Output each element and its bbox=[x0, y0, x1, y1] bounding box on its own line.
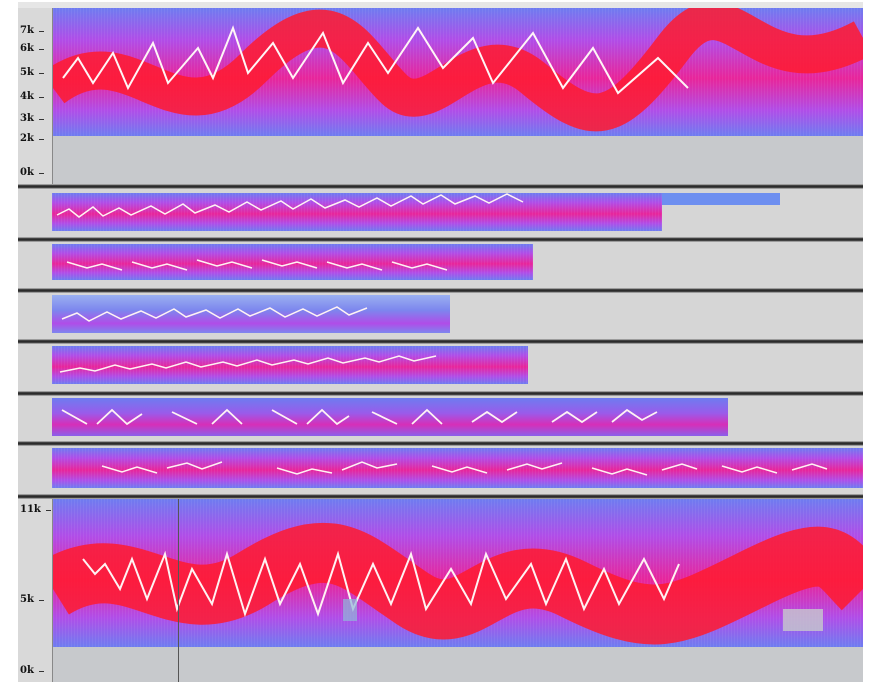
spectrogram-image bbox=[53, 499, 863, 647]
spectrogram-track-6[interactable] bbox=[18, 396, 863, 441]
spectrogram-track-2[interactable] bbox=[18, 189, 863, 237]
axis-tick-label: 11k bbox=[20, 505, 41, 515]
spectrogram-image-tail bbox=[662, 193, 780, 205]
spectrogram-image bbox=[52, 295, 450, 333]
spectrogram-track-5[interactable] bbox=[18, 344, 863, 391]
axis-tick-label: 5k bbox=[20, 68, 34, 78]
axis-tick-label: 7k bbox=[20, 26, 34, 36]
spectrogram-traces bbox=[52, 295, 450, 333]
spectrogram-traces bbox=[52, 398, 728, 436]
spectrogram-traces bbox=[52, 244, 533, 280]
spectrogram-track-4[interactable] bbox=[18, 293, 863, 339]
spectrogram-image bbox=[52, 346, 528, 384]
spectrogram-track-8[interactable]: 11k 5k 0k bbox=[18, 499, 863, 682]
spectrogram-traces bbox=[52, 193, 662, 231]
axis-tick-label: 5k bbox=[20, 595, 34, 605]
playback-cursor[interactable] bbox=[178, 499, 179, 682]
spectrogram-traces bbox=[52, 346, 528, 384]
spectrogram-track-7[interactable] bbox=[18, 446, 863, 494]
spectrogram-track-1[interactable]: 7k 6k 5k 4k 3k 2k 0k bbox=[18, 8, 863, 184]
spectrogram-traces bbox=[52, 448, 863, 488]
axis-tick-label: 0k bbox=[20, 666, 34, 676]
spectrogram-floor bbox=[53, 136, 863, 184]
spectrogram-floor bbox=[53, 647, 863, 682]
spectrogram-image bbox=[52, 398, 728, 436]
spectrogram-image bbox=[53, 8, 863, 136]
spectrogram-traces bbox=[53, 8, 863, 136]
spectrogram-track-3[interactable] bbox=[18, 242, 863, 288]
axis-tick-label: 6k bbox=[20, 44, 34, 54]
axis-tick-label: 2k bbox=[20, 134, 34, 144]
spectrogram-image bbox=[52, 244, 533, 280]
spectrogram-image bbox=[52, 448, 863, 488]
frequency-axis: 7k 6k 5k 4k 3k 2k 0k bbox=[18, 8, 53, 184]
spectrogram-image bbox=[52, 193, 662, 231]
frequency-axis: 11k 5k 0k bbox=[18, 499, 53, 682]
spectrogram-traces bbox=[53, 499, 863, 647]
axis-tick-label: 3k bbox=[20, 114, 34, 124]
axis-tick-label: 4k bbox=[20, 92, 34, 102]
axis-tick-label: 0k bbox=[20, 168, 34, 178]
